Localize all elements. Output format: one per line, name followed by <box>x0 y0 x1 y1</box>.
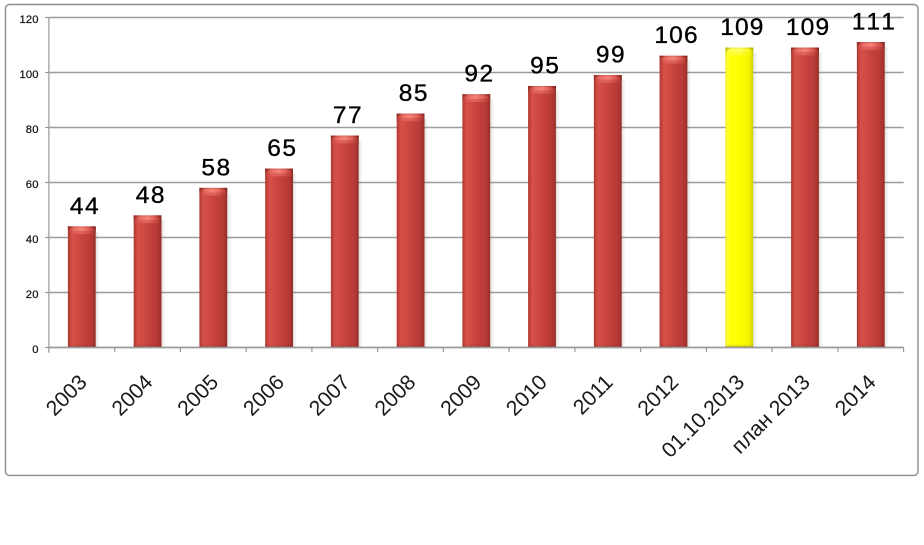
svg-text:92: 92 <box>464 61 493 88</box>
svg-text:109: 109 <box>720 14 763 41</box>
svg-text:99: 99 <box>596 42 625 69</box>
svg-text:20: 20 <box>26 289 39 301</box>
svg-text:120: 120 <box>20 14 39 26</box>
svg-text:100: 100 <box>20 69 39 81</box>
svg-text:44: 44 <box>70 193 99 220</box>
svg-text:48: 48 <box>136 182 165 209</box>
svg-text:85: 85 <box>399 80 428 107</box>
svg-text:0: 0 <box>32 344 38 356</box>
svg-text:106: 106 <box>654 22 697 49</box>
svg-text:65: 65 <box>267 135 296 162</box>
svg-text:111: 111 <box>852 9 895 36</box>
svg-text:40: 40 <box>26 234 39 246</box>
svg-text:80: 80 <box>26 124 39 136</box>
svg-text:60: 60 <box>26 179 39 191</box>
svg-text:58: 58 <box>201 154 230 181</box>
svg-text:95: 95 <box>530 53 559 80</box>
svg-text:77: 77 <box>333 102 362 129</box>
svg-text:109: 109 <box>786 14 829 41</box>
